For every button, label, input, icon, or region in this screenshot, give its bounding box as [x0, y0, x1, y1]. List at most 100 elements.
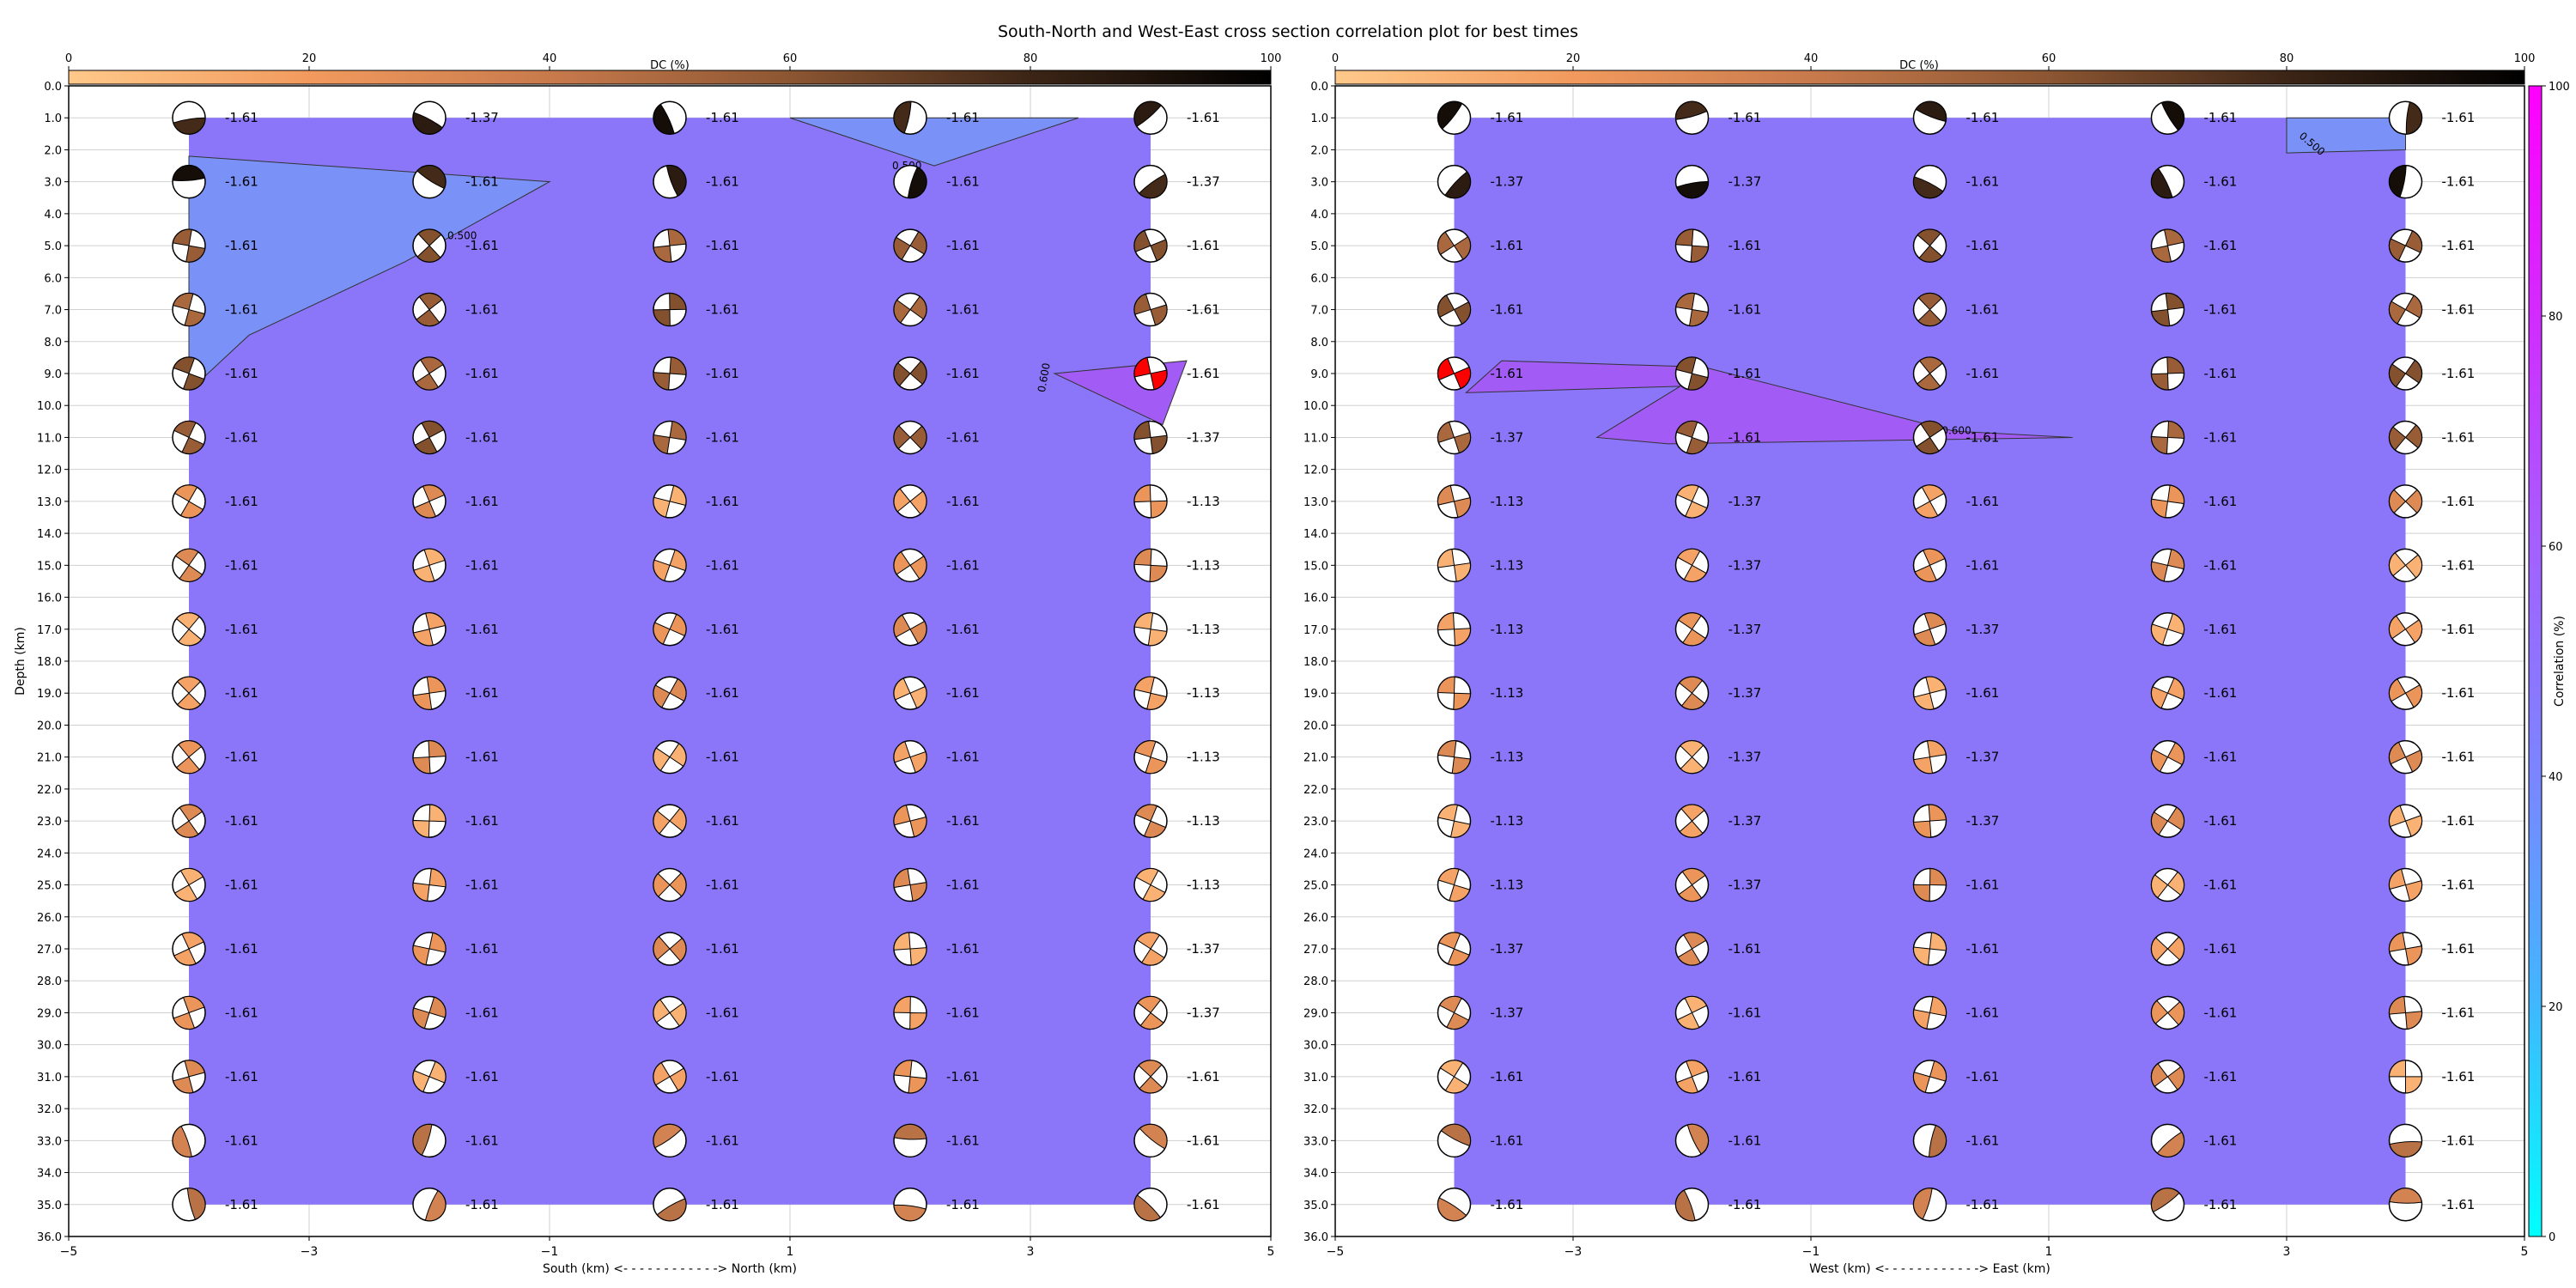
y-tick-label: 23.0	[1303, 816, 1328, 829]
y-tick-label: 34.0	[37, 1168, 62, 1181]
beach-ball-compressional	[421, 420, 445, 439]
figure-title: South-North and West-East cross section …	[998, 22, 1578, 41]
beach-ball	[2150, 676, 2185, 710]
time-shift-label: -1.61	[2442, 1005, 2476, 1020]
time-shift-label: -1.61	[465, 366, 499, 381]
beach-ball-compressional	[669, 677, 687, 702]
time-shift-label: -1.61	[1728, 429, 1762, 445]
beach-ball	[2388, 484, 2423, 519]
beach-ball-compressional	[653, 559, 671, 581]
beach-ball-compressional	[1437, 740, 1457, 758]
beach-ball-compressional	[1913, 1009, 1931, 1030]
y-tick-label: 2.0	[1310, 144, 1328, 157]
beach-ball	[1674, 676, 1710, 710]
beach-ball-compressional	[669, 484, 687, 507]
beach-ball-compressional	[172, 165, 206, 181]
beach-ball	[2150, 164, 2185, 199]
beach-ball	[172, 420, 206, 455]
beach-ball	[2150, 356, 2185, 391]
beach-ball-compressional	[909, 685, 927, 709]
time-shift-label: -1.61	[1966, 1197, 2000, 1212]
beach-ball	[1133, 420, 1168, 455]
beach-ball-compressional	[893, 1123, 927, 1140]
time-shift-label: -1.61	[1966, 557, 2000, 573]
mechanisms: -1.61 -1.61 -1.61 -1.61 -1.61 -1.37 -1.37 -1.61…	[1437, 100, 2476, 1222]
time-shift-label: -1.61	[1728, 1005, 1762, 1020]
beach-ball-compressional	[669, 549, 687, 572]
beach-ball-compressional	[653, 1123, 683, 1149]
beach-ball-compressional	[653, 245, 672, 263]
beach-ball-compressional	[2166, 742, 2184, 766]
beach-ball	[1133, 164, 1168, 199]
y-tick-label: 21.0	[37, 752, 62, 765]
beach-ball	[653, 420, 687, 455]
beach-ball-compressional	[909, 425, 927, 450]
time-shift-label: -1.61	[2204, 366, 2238, 381]
beach-ball-compressional	[1675, 420, 1698, 439]
time-shift-label: -1.61	[2204, 685, 2238, 701]
beach-ball-compressional	[1437, 484, 1455, 506]
beach-ball-compressional	[1453, 562, 1471, 582]
beach-ball-compressional	[173, 484, 198, 502]
beach-ball	[1437, 612, 1472, 647]
x-axis: −5 −3 −1 1 3 5	[1327, 1236, 2528, 1259]
time-shift-label: -1.61	[1728, 1197, 1762, 1212]
time-shift-label: -1.61	[225, 685, 258, 701]
beach-ball-compressional	[2404, 489, 2422, 514]
time-shift-label: -1.37	[1491, 429, 1524, 445]
time-shift-label: -1.13	[1491, 622, 1524, 637]
beach-ball-compressional	[428, 740, 447, 758]
beach-ball-compressional	[669, 1002, 687, 1027]
time-shift-label: -1.61	[225, 1069, 258, 1084]
panel-south-north: 0.5000.5000.600-1.61-1.37-1.61-1.61-1.61…	[14, 81, 1274, 1276]
dc-tick-label: 80	[2280, 52, 2294, 65]
beach-ball-compressional	[1675, 228, 1694, 246]
time-shift-label: -1.61	[706, 941, 739, 957]
time-shift-label: -1.37	[1966, 813, 2000, 829]
beach-ball-compressional	[2389, 489, 2407, 514]
beach-ball	[1674, 548, 1710, 583]
beach-ball	[1912, 548, 1947, 583]
beach-ball-compressional	[653, 872, 671, 897]
beach-ball-compressional	[1135, 868, 1159, 886]
beach-ball	[1912, 804, 1947, 838]
time-shift-label: -1.61	[706, 1069, 739, 1084]
time-shift-label: -1.13	[1491, 685, 1524, 701]
beach-ball-compressional	[1686, 1123, 1709, 1155]
time-shift-label: -1.61	[225, 750, 258, 765]
beach-ball	[1674, 1060, 1710, 1094]
beach-ball-compressional	[1686, 436, 1709, 454]
beach-ball-compressional	[1453, 628, 1471, 647]
beach-ball	[172, 100, 206, 135]
dc-tick-label: 60	[783, 52, 798, 65]
beach-ball-compressional	[669, 421, 687, 440]
beach-ball	[1133, 228, 1168, 263]
time-shift-label: -1.37	[1728, 622, 1762, 637]
beach-ball-compressional	[1136, 932, 1161, 950]
beach-ball-compressional	[2166, 484, 2184, 505]
beach-ball	[653, 612, 687, 647]
y-tick-label: 8.0	[44, 337, 62, 349]
time-shift-label: -1.61	[2204, 494, 2238, 509]
y-tick-label: 12.0	[37, 465, 62, 477]
beach-ball-compressional	[428, 996, 447, 1018]
time-shift-label: -1.37	[1187, 1005, 1220, 1020]
time-shift-label: -1.61	[2204, 941, 2238, 957]
beach-ball-compressional	[2151, 1188, 2180, 1213]
time-shift-label: -1.61	[1966, 941, 2000, 957]
beach-ball-compressional	[653, 496, 671, 518]
beach-ball	[2388, 292, 2423, 327]
beach-ball-compressional	[1679, 676, 1704, 694]
beach-ball	[1437, 292, 1472, 327]
time-shift-label: -1.13	[1187, 750, 1220, 765]
time-shift-label: -1.13	[1187, 878, 1220, 893]
beach-ball	[172, 676, 206, 710]
beach-ball	[1912, 612, 1947, 647]
beach-ball-compressional	[908, 1076, 927, 1094]
beach-ball-compressional	[893, 1060, 913, 1078]
beach-ball	[893, 1188, 927, 1222]
time-shift-label: -1.61	[2204, 238, 2238, 253]
beach-ball-compressional	[893, 741, 911, 763]
time-shift-label: -1.37	[1728, 750, 1762, 765]
